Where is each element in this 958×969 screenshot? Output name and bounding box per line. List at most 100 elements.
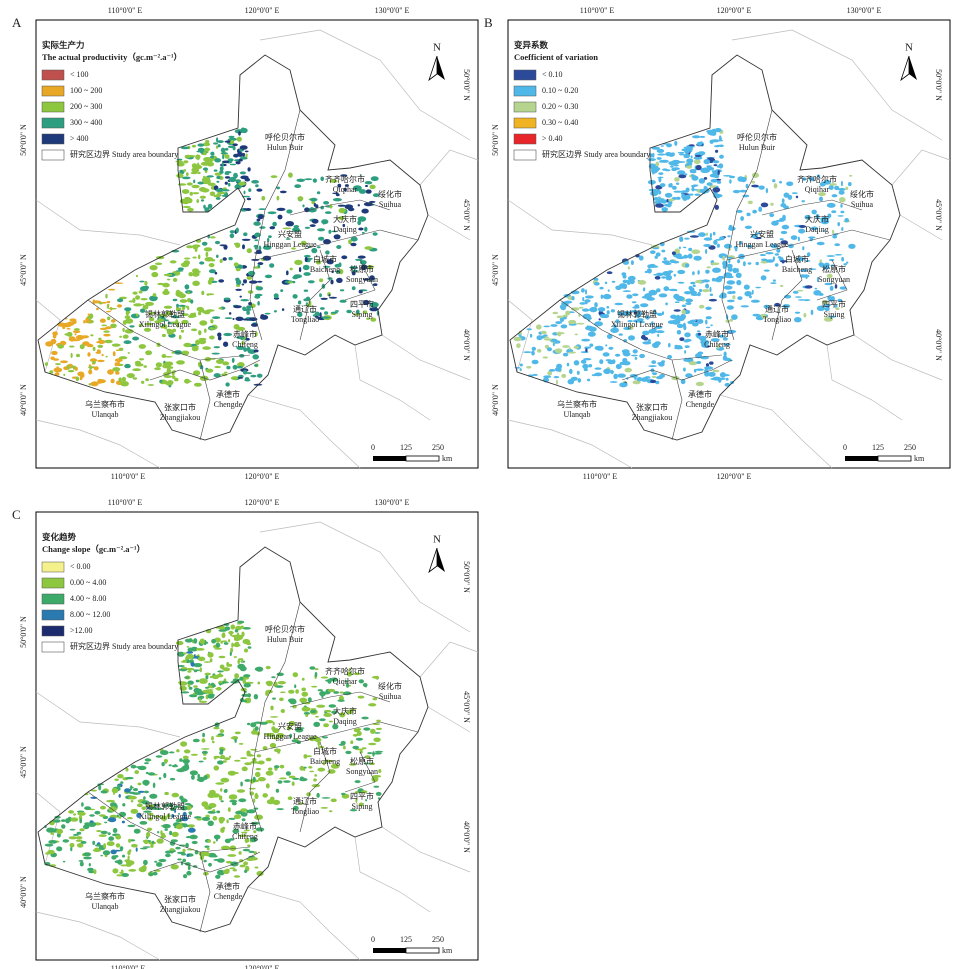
vegetation-patch: [699, 304, 705, 309]
vegetation-patch: [726, 305, 734, 310]
vegetation-patch: [763, 304, 771, 309]
vegetation-patch: [243, 279, 247, 284]
vegetation-patch: [120, 846, 123, 852]
vegetation-patch: [74, 366, 78, 371]
vegetation-patch: [245, 337, 250, 341]
vegetation-patch: [712, 160, 720, 164]
vegetation-patch: [72, 319, 77, 324]
vegetation-patch: [232, 146, 236, 151]
vegetation-patch: [827, 213, 832, 218]
vegetation-patch: [698, 151, 705, 155]
vegetation-patch: [250, 374, 257, 378]
vegetation-patch: [677, 170, 686, 176]
vegetation-patch: [197, 776, 205, 783]
city-boundary: [726, 229, 891, 261]
vegetation-patch: [175, 818, 183, 823]
vegetation-patch: [191, 328, 198, 332]
city-name-en: Xilingol League: [139, 320, 192, 329]
legend-label: 研究区边界 Study area boundary: [70, 149, 178, 159]
scale-label: 125: [872, 443, 884, 452]
vegetation-patch: [276, 808, 284, 811]
vegetation-patch: [604, 281, 608, 285]
vegetation-patch: [373, 737, 381, 743]
vegetation-patch: [202, 639, 205, 644]
vegetation-patch: [222, 361, 230, 366]
vegetation-patch: [180, 691, 190, 694]
context-boundary: [891, 149, 951, 186]
vegetation-patch: [328, 810, 333, 813]
vegetation-patch: [690, 155, 693, 159]
vegetation-patch: [706, 266, 711, 269]
vegetation-patch: [599, 359, 604, 365]
vegetation-patch: [292, 294, 298, 299]
vegetation-patch: [142, 779, 150, 786]
vegetation-patch: [264, 312, 271, 315]
vegetation-patch: [722, 355, 728, 360]
vegetation-patch: [213, 765, 220, 771]
scale-bar: [845, 456, 878, 461]
latitude-label: 50°0'0" N: [491, 124, 500, 156]
vegetation-patch: [253, 349, 259, 353]
vegetation-patch: [188, 272, 194, 277]
city-name-cn: 承德市: [216, 389, 240, 399]
vegetation-patch: [640, 377, 649, 382]
vegetation-patch: [201, 738, 206, 743]
vegetation-patch: [786, 181, 794, 187]
vegetation-patch: [562, 345, 570, 348]
vegetation-patch: [326, 259, 334, 265]
scale-label: 125: [400, 443, 412, 452]
vegetation-patch: [161, 762, 165, 767]
vegetation-patch: [234, 738, 237, 743]
vegetation-patch: [227, 182, 231, 187]
vegetation-patch: [303, 768, 306, 772]
vegetation-patch: [749, 295, 752, 299]
vegetation-patch: [272, 221, 277, 227]
vegetation-patch: [182, 858, 186, 863]
vegetation-patch: [314, 668, 319, 671]
legend-swatch: [41, 593, 65, 605]
city-name-cn: 绥化市: [850, 189, 874, 199]
vegetation-patch: [107, 832, 111, 835]
vegetation-patch: [287, 796, 293, 800]
vegetation-patch: [672, 185, 677, 190]
vegetation-patch: [171, 351, 175, 354]
vegetation-patch: [834, 254, 843, 256]
vegetation-patch: [650, 250, 656, 255]
vegetation-patch: [320, 676, 329, 679]
vegetation-patch: [171, 792, 180, 798]
city-name-en: Baicheng: [782, 265, 812, 274]
vegetation-patch: [697, 351, 704, 355]
vegetation-patch: [746, 212, 751, 217]
vegetation-patch: [272, 721, 275, 726]
vegetation-patch: [743, 261, 746, 267]
vegetation-patch: [283, 780, 291, 783]
vegetation-patch: [239, 859, 244, 863]
vegetation-patch: [192, 192, 200, 195]
vegetation-patch: [819, 196, 823, 202]
city-name-cn: 张家口市: [164, 402, 196, 412]
vegetation-patch: [117, 784, 121, 788]
vegetation-patch: [728, 226, 736, 231]
vegetation-patch: [183, 749, 191, 754]
vegetation-patch: [336, 277, 343, 283]
vegetation-patch: [567, 379, 575, 385]
vegetation-patch: [207, 652, 214, 658]
vegetation-patch: [83, 320, 86, 324]
vegetation-patch: [671, 152, 675, 157]
vegetation-patch: [106, 300, 111, 304]
vegetation-patch: [285, 221, 295, 227]
latitude-label: 45°0'0" N: [19, 254, 28, 286]
vegetation-patch: [224, 757, 231, 761]
vegetation-patch: [622, 290, 631, 292]
vegetation-patch: [88, 369, 93, 375]
vegetation-patch: [606, 306, 610, 309]
vegetation-patch: [108, 806, 117, 812]
vegetation-patch: [89, 814, 95, 817]
vegetation-patch: [629, 279, 635, 285]
vegetation-patch: [271, 726, 276, 731]
vegetation-patch: [611, 359, 616, 364]
vegetation-patch: [190, 753, 199, 756]
vegetation-patch: [571, 307, 580, 311]
vegetation-patch: [548, 369, 556, 372]
vegetation-patch: [343, 187, 347, 192]
